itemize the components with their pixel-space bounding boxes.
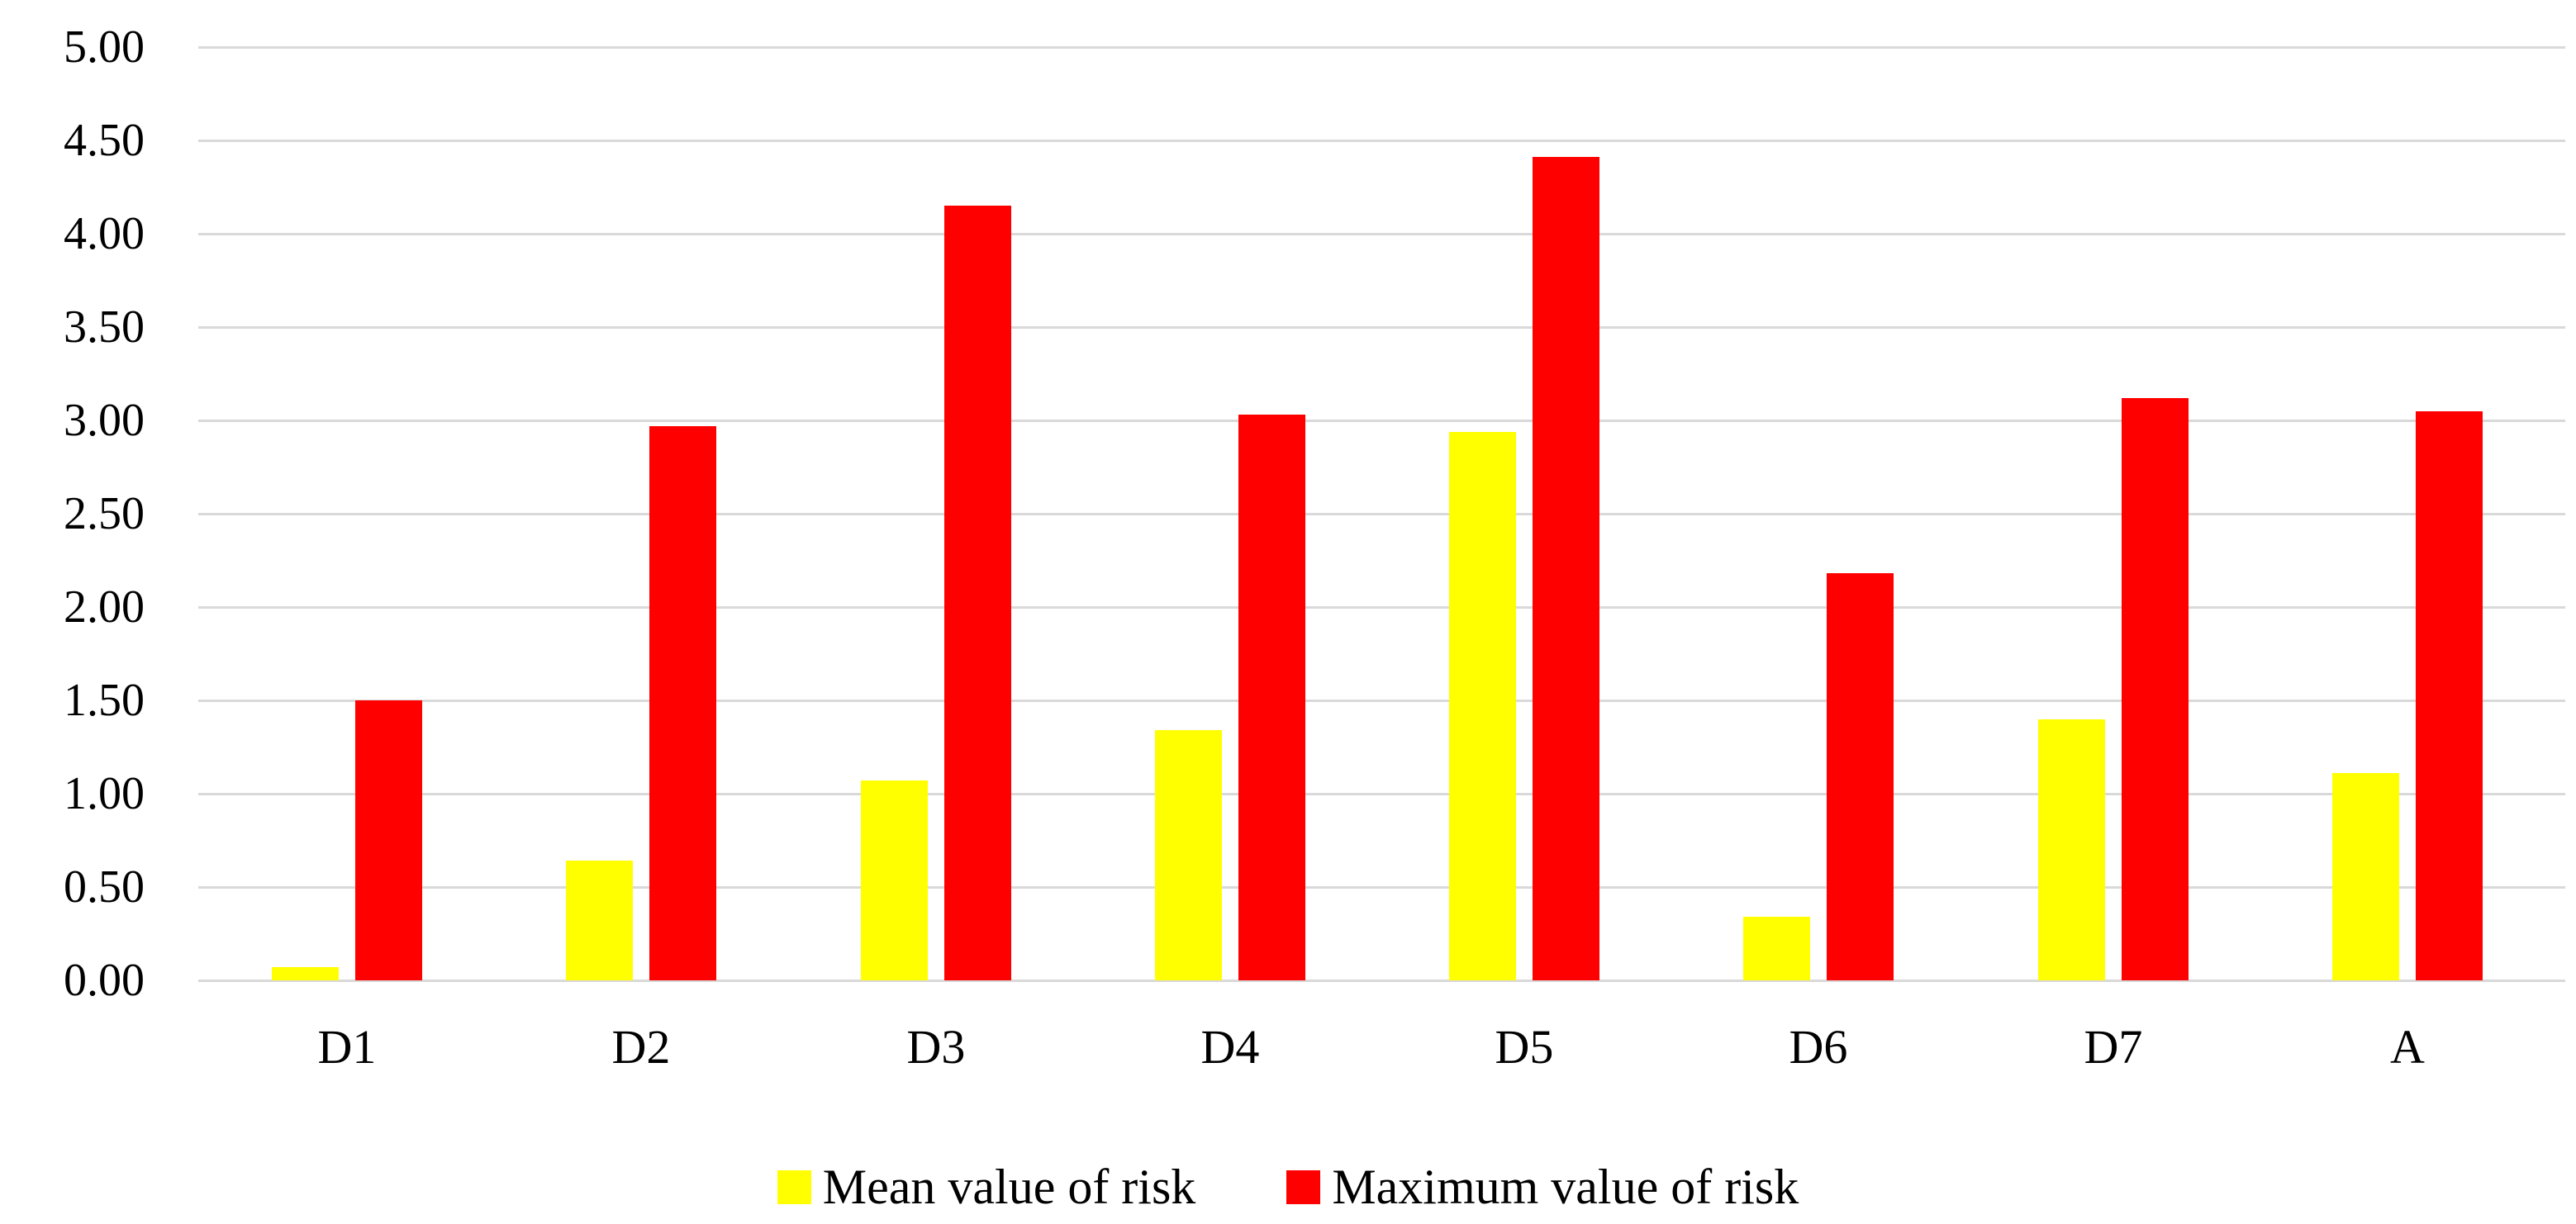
legend-swatch-mean-icon	[777, 1169, 811, 1204]
bar-max-A	[2416, 411, 2483, 980]
gridline	[198, 980, 2565, 982]
x-axis-category-label: D3	[906, 1020, 966, 1074]
legend-item-max: Maximum value of risk	[1286, 1155, 1799, 1219]
bar-mean-D2	[566, 861, 633, 980]
gridline	[198, 886, 2565, 889]
legend-item-mean: Mean value of risk	[777, 1155, 1196, 1219]
y-axis-tick-label: 4.00	[64, 208, 145, 259]
bar-max-D1	[355, 700, 422, 980]
bar-max-D4	[1238, 415, 1305, 980]
bar-mean-D1	[272, 967, 339, 980]
gridline	[198, 326, 2565, 329]
x-axis-category-label: D7	[2084, 1020, 2143, 1074]
y-axis-tick-label: 0.50	[64, 861, 145, 913]
x-axis-category-label: D5	[1495, 1020, 1554, 1074]
legend-swatch-max-icon	[1286, 1169, 1321, 1204]
bar-max-D3	[944, 206, 1011, 980]
y-axis-tick-label: 2.00	[64, 581, 145, 633]
x-axis-category-label: D6	[1789, 1020, 1848, 1074]
bar-max-D5	[1533, 157, 1599, 980]
y-axis-tick-label: 2.50	[64, 488, 145, 539]
bar-mean-D3	[861, 780, 928, 980]
bar-max-D6	[1827, 573, 1894, 980]
x-axis-category-label: D4	[1200, 1020, 1260, 1074]
y-axis-tick-label: 1.50	[64, 675, 145, 726]
y-axis-tick-label: 0.00	[64, 955, 145, 1006]
bar-mean-A	[2332, 773, 2399, 980]
x-axis-category-label: D2	[611, 1020, 671, 1074]
bar-mean-D5	[1449, 432, 1516, 980]
bar-mean-D6	[1743, 917, 1810, 980]
gridline	[198, 233, 2565, 235]
gridline	[198, 793, 2565, 795]
bar-max-D7	[2122, 398, 2189, 980]
y-axis-tick-label: 4.50	[64, 115, 145, 166]
gridline	[198, 513, 2565, 515]
gridline	[198, 420, 2565, 422]
legend-label-max: Maximum value of risk	[1332, 1160, 1799, 1214]
legend: Mean value of risk Maximum value of risk	[0, 1155, 2576, 1219]
y-axis-tick-label: 3.50	[64, 301, 145, 353]
bar-mean-D7	[2038, 719, 2105, 980]
gridline	[198, 700, 2565, 702]
y-axis-tick-label: 5.00	[64, 21, 145, 73]
bar-mean-D4	[1155, 730, 1222, 980]
gridline	[198, 46, 2565, 49]
gridline	[198, 606, 2565, 609]
y-axis-tick-label: 3.00	[64, 395, 145, 446]
bar-max-D2	[649, 426, 716, 980]
x-axis-category-label: A	[2390, 1020, 2425, 1074]
x-axis-category-label: D1	[317, 1020, 377, 1074]
gridline	[198, 140, 2565, 142]
legend-label-mean: Mean value of risk	[822, 1160, 1196, 1214]
y-axis-tick-label: 1.00	[64, 768, 145, 819]
